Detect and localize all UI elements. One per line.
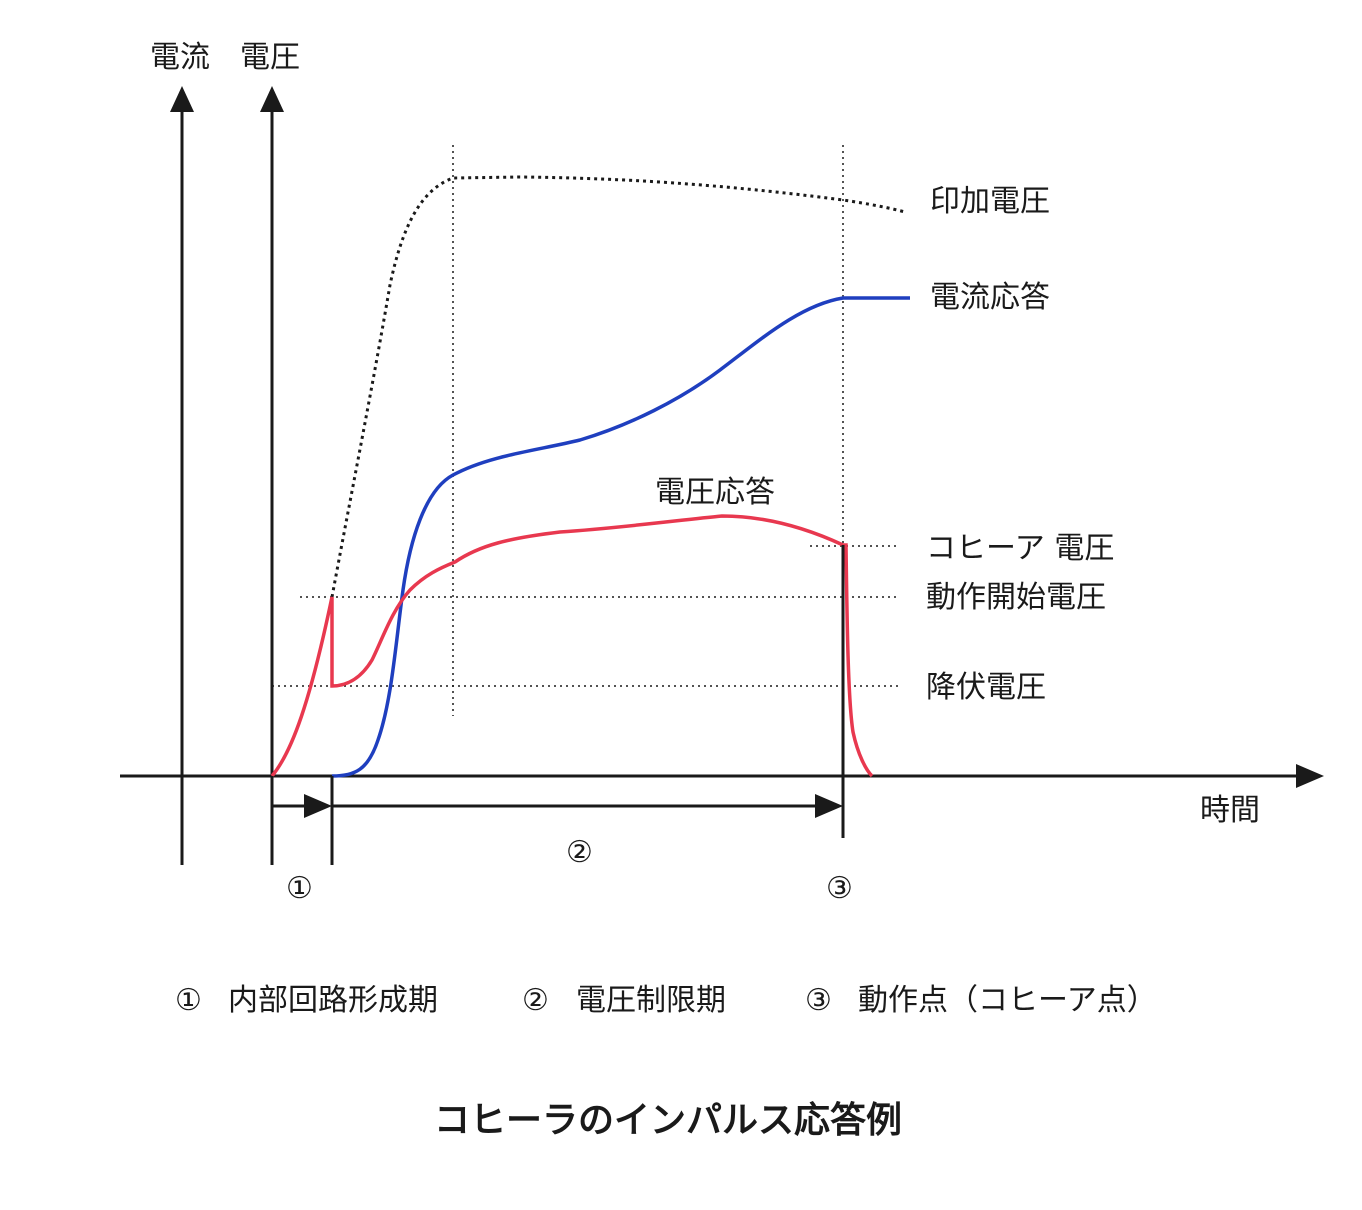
legend-text-1: 内部回路形成期 [228, 983, 438, 1018]
voltage-response-label: 電圧応答 [655, 475, 775, 510]
current-response-label: 電流応答 [930, 280, 1050, 315]
phase2-arrowhead-icon [815, 794, 843, 818]
legend-num-2: ② [522, 983, 549, 1018]
applied-voltage-label: 印加電圧 [930, 184, 1050, 219]
time-axis-arrow-icon [1296, 764, 1324, 788]
legend-num-3: ③ [805, 983, 832, 1018]
operation-start-voltage-label: 動作開始電圧 [926, 580, 1106, 615]
phase-marker-3: ③ [826, 871, 853, 906]
current-axis-label: 電流 [150, 40, 210, 75]
phase-marker-1: ① [286, 871, 313, 906]
voltage-axis-label: 電圧 [240, 40, 300, 75]
phase-marker-2: ② [566, 835, 593, 870]
coherer-voltage-label: コヒーア 電圧 [926, 531, 1114, 566]
voltage-axis-arrow-icon [260, 86, 284, 112]
legend-text-3: 動作点（コヒーア点） [858, 983, 1157, 1018]
phase-legend: ① 内部回路形成期 ② 電圧制限期 ③ 動作点（コヒーア点） [175, 983, 1157, 1018]
current-axis-arrow-icon [170, 86, 194, 112]
breakdown-voltage-label: 降伏電圧 [926, 670, 1046, 705]
current-response-curve [331, 296, 910, 778]
figure-caption: コヒーラのインパルス応答例 [434, 1099, 902, 1141]
legend-text-2: 電圧制限期 [576, 983, 726, 1018]
phase1-arrowhead-icon [304, 794, 332, 818]
time-axis-label: 時間 [1200, 793, 1260, 828]
voltage-response-curve [270, 514, 874, 778]
legend-num-1: ① [175, 983, 202, 1018]
